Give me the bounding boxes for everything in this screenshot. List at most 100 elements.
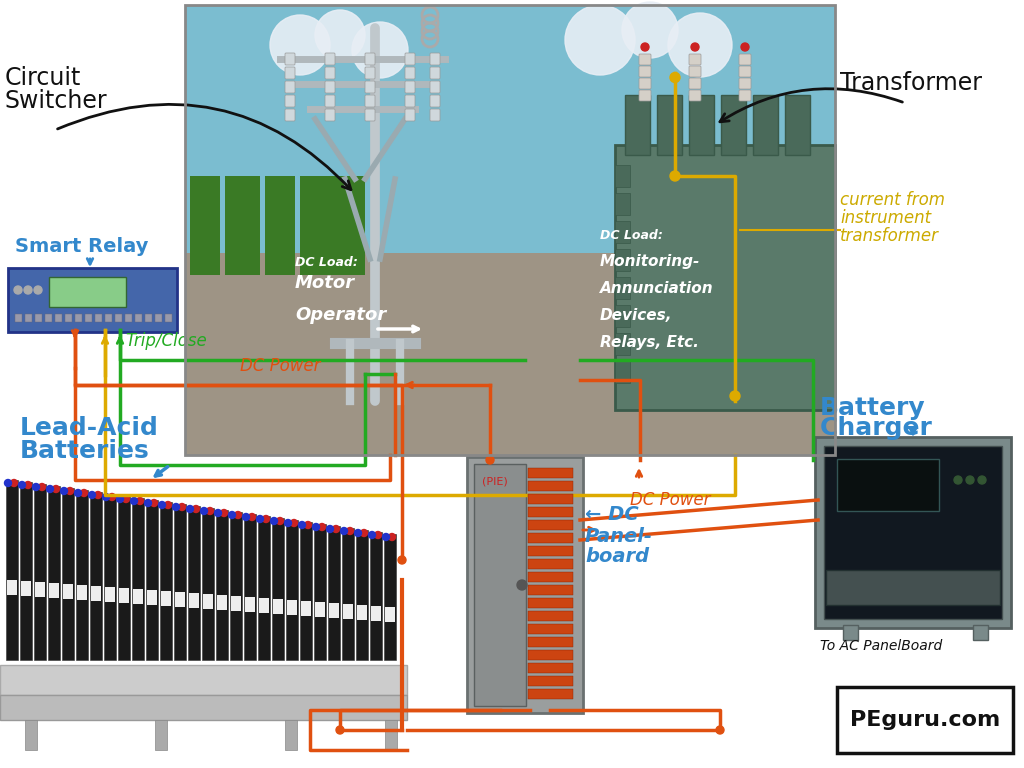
FancyBboxPatch shape — [689, 78, 701, 89]
Circle shape — [285, 519, 292, 527]
FancyBboxPatch shape — [615, 165, 630, 187]
FancyBboxPatch shape — [189, 593, 199, 608]
Circle shape — [730, 391, 740, 401]
FancyBboxPatch shape — [689, 54, 701, 65]
FancyBboxPatch shape — [615, 193, 630, 215]
Circle shape — [291, 519, 298, 527]
FancyBboxPatch shape — [826, 570, 1000, 605]
Circle shape — [641, 43, 649, 51]
Text: DC Power: DC Power — [630, 491, 711, 509]
Circle shape — [256, 515, 263, 522]
FancyBboxPatch shape — [230, 512, 242, 660]
Circle shape — [207, 508, 213, 515]
Circle shape — [486, 456, 494, 464]
Circle shape — [109, 494, 116, 501]
Circle shape — [144, 499, 152, 507]
Circle shape — [336, 726, 344, 734]
FancyBboxPatch shape — [528, 624, 573, 634]
Circle shape — [123, 495, 129, 502]
Text: To AC PanelBoard: To AC PanelBoard — [820, 639, 942, 653]
FancyBboxPatch shape — [90, 492, 102, 660]
FancyBboxPatch shape — [335, 176, 365, 275]
FancyBboxPatch shape — [528, 585, 573, 595]
Circle shape — [193, 505, 200, 512]
Circle shape — [360, 529, 368, 537]
FancyBboxPatch shape — [528, 507, 573, 517]
Text: DC Load:: DC Load: — [600, 229, 663, 242]
FancyBboxPatch shape — [467, 457, 583, 713]
Circle shape — [151, 499, 158, 507]
FancyBboxPatch shape — [689, 95, 714, 155]
FancyBboxPatch shape — [325, 109, 335, 121]
Circle shape — [670, 72, 680, 82]
Circle shape — [341, 528, 347, 535]
Circle shape — [172, 504, 179, 511]
Circle shape — [214, 509, 221, 517]
Text: transformer: transformer — [840, 227, 939, 245]
Circle shape — [4, 479, 11, 486]
Circle shape — [243, 514, 250, 521]
FancyBboxPatch shape — [430, 109, 440, 121]
Circle shape — [565, 5, 635, 75]
FancyBboxPatch shape — [258, 516, 270, 660]
FancyBboxPatch shape — [49, 583, 59, 598]
FancyBboxPatch shape — [231, 596, 241, 611]
Circle shape — [354, 529, 361, 537]
FancyBboxPatch shape — [155, 314, 162, 322]
FancyBboxPatch shape — [528, 663, 573, 673]
FancyBboxPatch shape — [528, 468, 573, 478]
FancyBboxPatch shape — [739, 90, 751, 101]
FancyBboxPatch shape — [357, 605, 367, 620]
Text: Motor: Motor — [295, 274, 355, 293]
FancyBboxPatch shape — [105, 587, 115, 602]
FancyBboxPatch shape — [528, 533, 573, 543]
Circle shape — [14, 286, 22, 294]
FancyBboxPatch shape — [15, 314, 22, 322]
FancyBboxPatch shape — [272, 518, 284, 660]
FancyBboxPatch shape — [132, 498, 144, 660]
Circle shape — [102, 494, 110, 501]
FancyBboxPatch shape — [528, 559, 573, 569]
Text: DC Load:: DC Load: — [295, 256, 357, 269]
FancyBboxPatch shape — [615, 305, 630, 327]
Text: Relays, Etc.: Relays, Etc. — [600, 335, 698, 350]
Circle shape — [81, 489, 87, 496]
FancyBboxPatch shape — [430, 67, 440, 79]
FancyBboxPatch shape — [20, 482, 32, 660]
FancyBboxPatch shape — [430, 81, 440, 93]
Circle shape — [46, 485, 53, 492]
FancyBboxPatch shape — [615, 277, 630, 299]
FancyBboxPatch shape — [528, 650, 573, 660]
FancyBboxPatch shape — [185, 5, 835, 297]
Text: Panel-: Panel- — [585, 527, 653, 546]
FancyBboxPatch shape — [406, 95, 415, 107]
FancyBboxPatch shape — [125, 314, 132, 322]
FancyBboxPatch shape — [48, 486, 60, 660]
FancyBboxPatch shape — [34, 484, 46, 660]
FancyBboxPatch shape — [785, 95, 810, 155]
Circle shape — [333, 525, 340, 532]
FancyArrowPatch shape — [57, 104, 351, 190]
Text: (PIE): (PIE) — [482, 477, 508, 487]
FancyBboxPatch shape — [430, 95, 440, 107]
FancyBboxPatch shape — [119, 588, 129, 603]
FancyBboxPatch shape — [301, 601, 311, 616]
FancyBboxPatch shape — [174, 504, 186, 660]
Text: Charger: Charger — [820, 416, 933, 440]
Circle shape — [670, 171, 680, 181]
FancyBboxPatch shape — [406, 67, 415, 79]
FancyBboxPatch shape — [285, 81, 295, 93]
FancyBboxPatch shape — [528, 676, 573, 686]
Circle shape — [966, 476, 974, 484]
FancyBboxPatch shape — [430, 53, 440, 65]
FancyBboxPatch shape — [25, 720, 37, 750]
Circle shape — [312, 524, 319, 531]
Circle shape — [954, 476, 962, 484]
Circle shape — [136, 498, 143, 505]
Circle shape — [186, 505, 194, 512]
Text: board: board — [585, 547, 649, 566]
FancyBboxPatch shape — [285, 67, 295, 79]
FancyBboxPatch shape — [217, 595, 227, 610]
FancyBboxPatch shape — [342, 528, 354, 660]
FancyBboxPatch shape — [837, 687, 1013, 753]
